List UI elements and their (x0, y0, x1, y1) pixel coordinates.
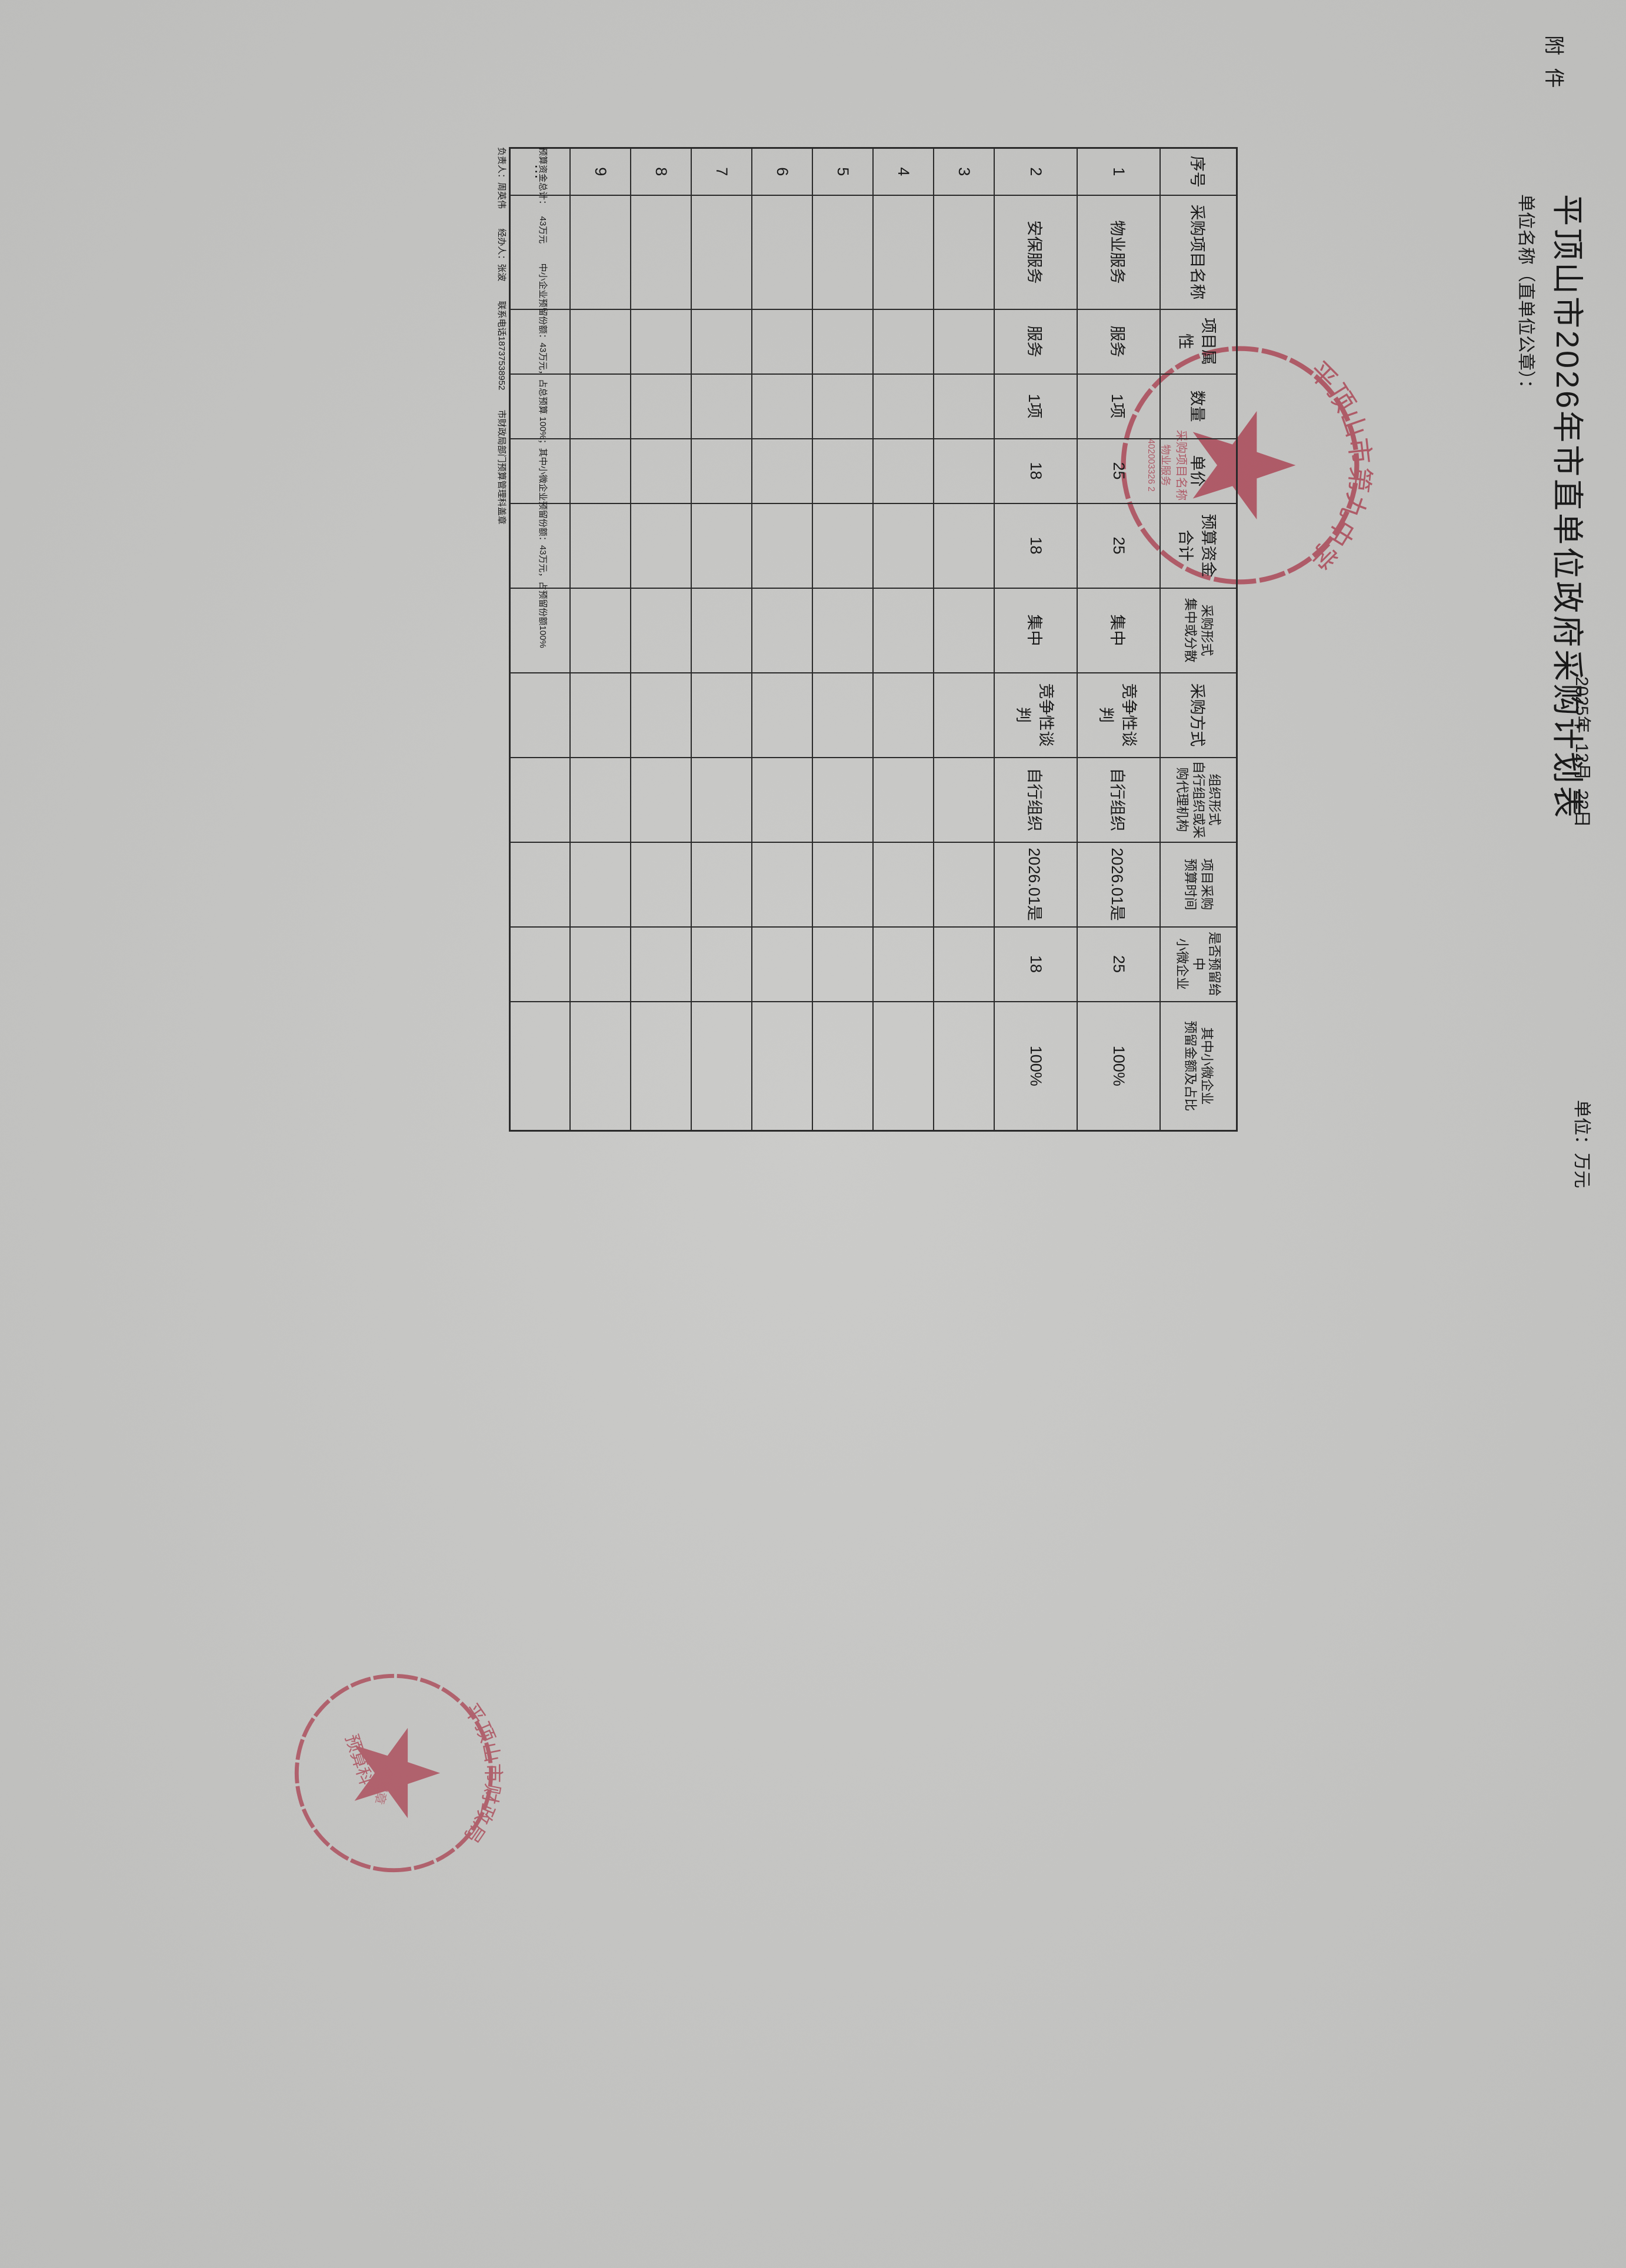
svg-text:平顶山市第九中学: 平顶山市第九中学 (1304, 356, 1376, 575)
svg-text:平顶山市财政局: 平顶山市财政局 (460, 1700, 504, 1846)
